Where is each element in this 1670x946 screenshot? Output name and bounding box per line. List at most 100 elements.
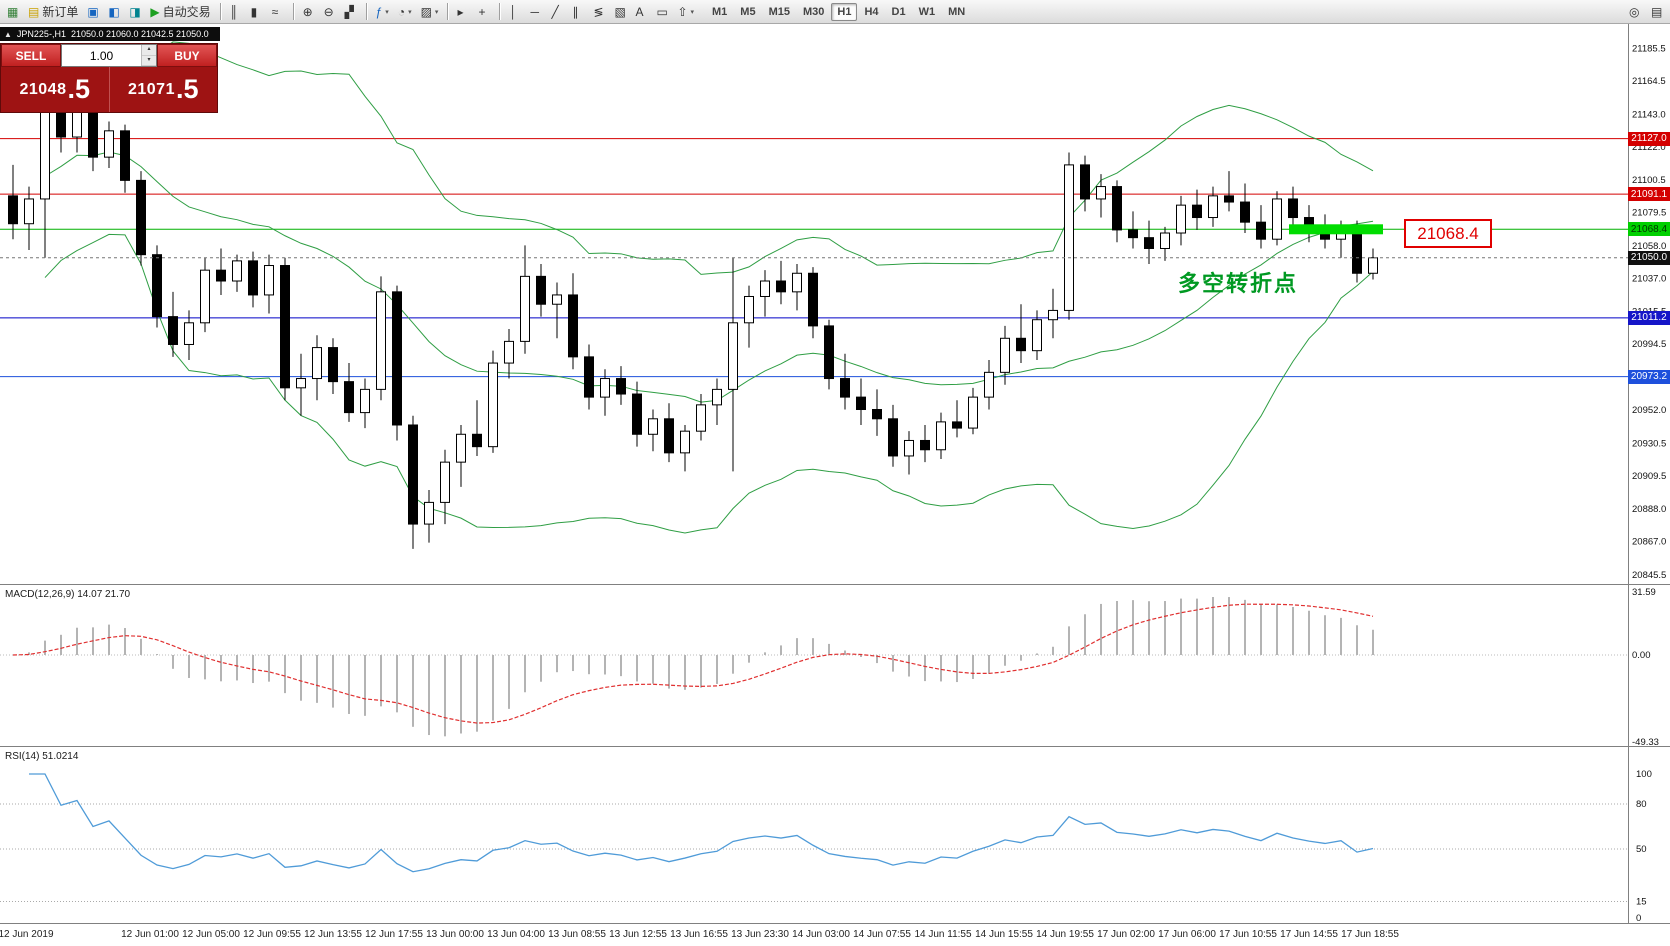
timeframe-h4[interactable]: H4 [858,3,884,21]
timeframe-m30[interactable]: M30 [797,3,830,21]
rsi-line [29,773,1374,873]
time-axis-label: 12 Jun 2019 [0,929,54,940]
timeframe-toolbar: M1 M5 M15 M30 H1 H4 D1 W1 MN [706,2,971,21]
timeframe-h1[interactable]: H1 [831,2,858,21]
vertical-line-icon[interactable]: │ [505,2,525,22]
indicators-icon: ƒ [375,4,383,19]
main-chart-layer [0,41,1628,549]
sell-price[interactable]: 21048 .5 [1,67,109,112]
macd-layer [0,597,1628,737]
new-order-icon: ▤ [28,4,40,19]
timeframe-d1[interactable]: D1 [886,3,912,21]
fibonacci-icon[interactable]: ≶ [589,2,609,22]
data-window-icon[interactable]: ◨ [125,2,145,22]
templates-button[interactable]: ▨ ▾ [417,2,443,22]
time-axis-label: 17 Jun 06:00 [1158,929,1216,940]
volume-input[interactable] [62,45,141,66]
time-axis-label: 12 Jun 13:55 [304,929,362,940]
timeframe-w1[interactable]: W1 [913,3,942,21]
chevron-down-icon: ▾ [385,8,389,16]
toolbar-separator [365,3,367,20]
text-icon: A [635,4,644,19]
arrows-button[interactable]: ⇧ ▾ [673,2,698,22]
macd-indicator-label: MACD(12,26,9) 14.07 21.70 [5,589,131,600]
tile-windows-icon[interactable]: ▞ [341,2,361,22]
indicators-button[interactable]: ƒ ▾ [372,2,393,22]
svg-text:20845.5: 20845.5 [1632,570,1666,581]
bar-chart-icon[interactable]: ║ [226,2,246,22]
chart-ohlc-values: 21050.0 21060.0 21042.5 21050.0 [70,29,209,39]
volume-box: ▴ ▾ [61,44,157,67]
svg-text:20930.5: 20930.5 [1632,438,1666,449]
zoom-out-icon[interactable]: ⊖ [320,2,340,22]
svg-text:15: 15 [1636,897,1647,908]
bollinger-band-line [44,41,1374,275]
time-axis-label: 13 Jun 08:55 [548,929,606,940]
svg-text:20888.0: 20888.0 [1632,504,1666,515]
data-window-icon: ◨ [129,4,141,19]
chevron-down-icon: ▾ [690,8,695,16]
periods-button[interactable]: ◔ ▾ [394,2,416,22]
highlight-level-bar[interactable] [1289,224,1383,235]
search-icon-button[interactable]: ◎ [1625,2,1645,22]
svg-text:21058.0: 21058.0 [1632,241,1666,252]
channel-icon[interactable]: ∥ [568,2,588,22]
terminal-icon[interactable]: ▦ [3,2,23,22]
market-watch-icon[interactable]: ◧ [104,2,124,22]
new-order-button[interactable]: ▤ 新订单 [24,2,82,22]
shapes-icon[interactable]: ▧ [610,2,630,22]
time-axis-label: 14 Jun 19:55 [1036,929,1094,940]
autotrading-play-icon: ▶ [150,4,160,19]
svg-text:21079.5: 21079.5 [1632,208,1666,219]
time-axis-label: 14 Jun 07:55 [853,929,911,940]
candlestick-chart-icon[interactable]: ▮ [247,2,267,22]
line-chart-icon[interactable]: ≈ [268,2,288,22]
time-axis-label: 13 Jun 16:55 [670,929,728,940]
time-axis-label: 17 Jun 02:00 [1097,929,1155,940]
cursor-icon[interactable]: ▸ [453,2,473,22]
zoom-out-icon: ⊖ [323,4,334,19]
panels-icon-button[interactable]: ▤ [1647,2,1667,22]
zoom-in-icon[interactable]: ⊕ [299,2,319,22]
svg-text:20867.0: 20867.0 [1632,537,1666,548]
charts-window-icon[interactable]: ▣ [83,2,103,22]
svg-text:80: 80 [1636,799,1647,810]
buy-price-main: 21071 [127,80,175,98]
macd-signal-line [12,603,1374,724]
label-icon[interactable]: ▭ [652,2,672,22]
timeframe-m1[interactable]: M1 [706,3,733,21]
time-axis[interactable]: 12 Jun 2019 12 Jun 01:00 12 Jun 05:00 12 Ju… [0,923,1670,946]
timeframe-m15[interactable]: M15 [763,3,796,21]
tile-windows-icon: ▞ [344,4,354,19]
volume-increase-button[interactable]: ▴ [142,45,156,56]
svg-text:31.59: 31.59 [1632,587,1656,598]
horizontal-line-icon[interactable]: ─ [526,2,546,22]
time-axis-label: 13 Jun 04:00 [487,929,545,940]
timeframe-mn[interactable]: MN [942,3,971,21]
cursor-icon: ▸ [457,4,464,19]
crosshair-icon[interactable]: + [474,2,494,22]
toolbar: ▦ ▤ 新订单 ▣ ◧ ◨ ▶ 自动交易 ║ ▮ ≈ ⊕ ⊖ ▞ ƒ ▾ ◔ ▾ ▨ ▾ ▸ + │ ─ ╱ ∥ ≶ ▧ A ▭ ⇧ ▾ M1… [0,0,1670,24]
one-click-toggle[interactable]: ▲ [4,29,12,39]
buy-button[interactable]: BUY [157,44,217,67]
highlight-price-label[interactable]: 21068.4 [1404,219,1492,248]
chart-annotation-text: 多空转折点 [1178,271,1299,296]
sell-button[interactable]: SELL [1,44,61,67]
volume-decrease-button[interactable]: ▾ [142,55,156,66]
svg-text:21100.5: 21100.5 [1632,175,1666,186]
time-axis-label: 12 Jun 05:00 [182,929,240,940]
timeframe-m5[interactable]: M5 [734,3,761,21]
buy-price[interactable]: 21071 .5 [108,67,218,112]
time-axis-label: 12 Jun 09:55 [243,929,301,940]
trendline-icon[interactable]: ╱ [547,2,567,22]
volume-spinner: ▴ ▾ [141,45,156,66]
toolbar-groups: ▦ ▤ 新订单 ▣ ◧ ◨ ▶ 自动交易 ║ ▮ ≈ ⊕ ⊖ ▞ ƒ ▾ ◔ ▾ ▨ ▾ ▸ + │ ─ ╱ ∥ ≶ ▧ A ▭ ⇧ ▾ [3,2,698,22]
zoom-in-icon: ⊕ [302,4,313,19]
text-icon[interactable]: A [631,2,651,22]
svg-text:20994.5: 20994.5 [1632,339,1666,350]
svg-text:100: 100 [1636,769,1652,780]
bollinger-band-line [44,151,1374,403]
autotrading-button[interactable]: ▶ 自动交易 [146,2,214,22]
time-axis-label: 17 Jun 10:55 [1219,929,1277,940]
